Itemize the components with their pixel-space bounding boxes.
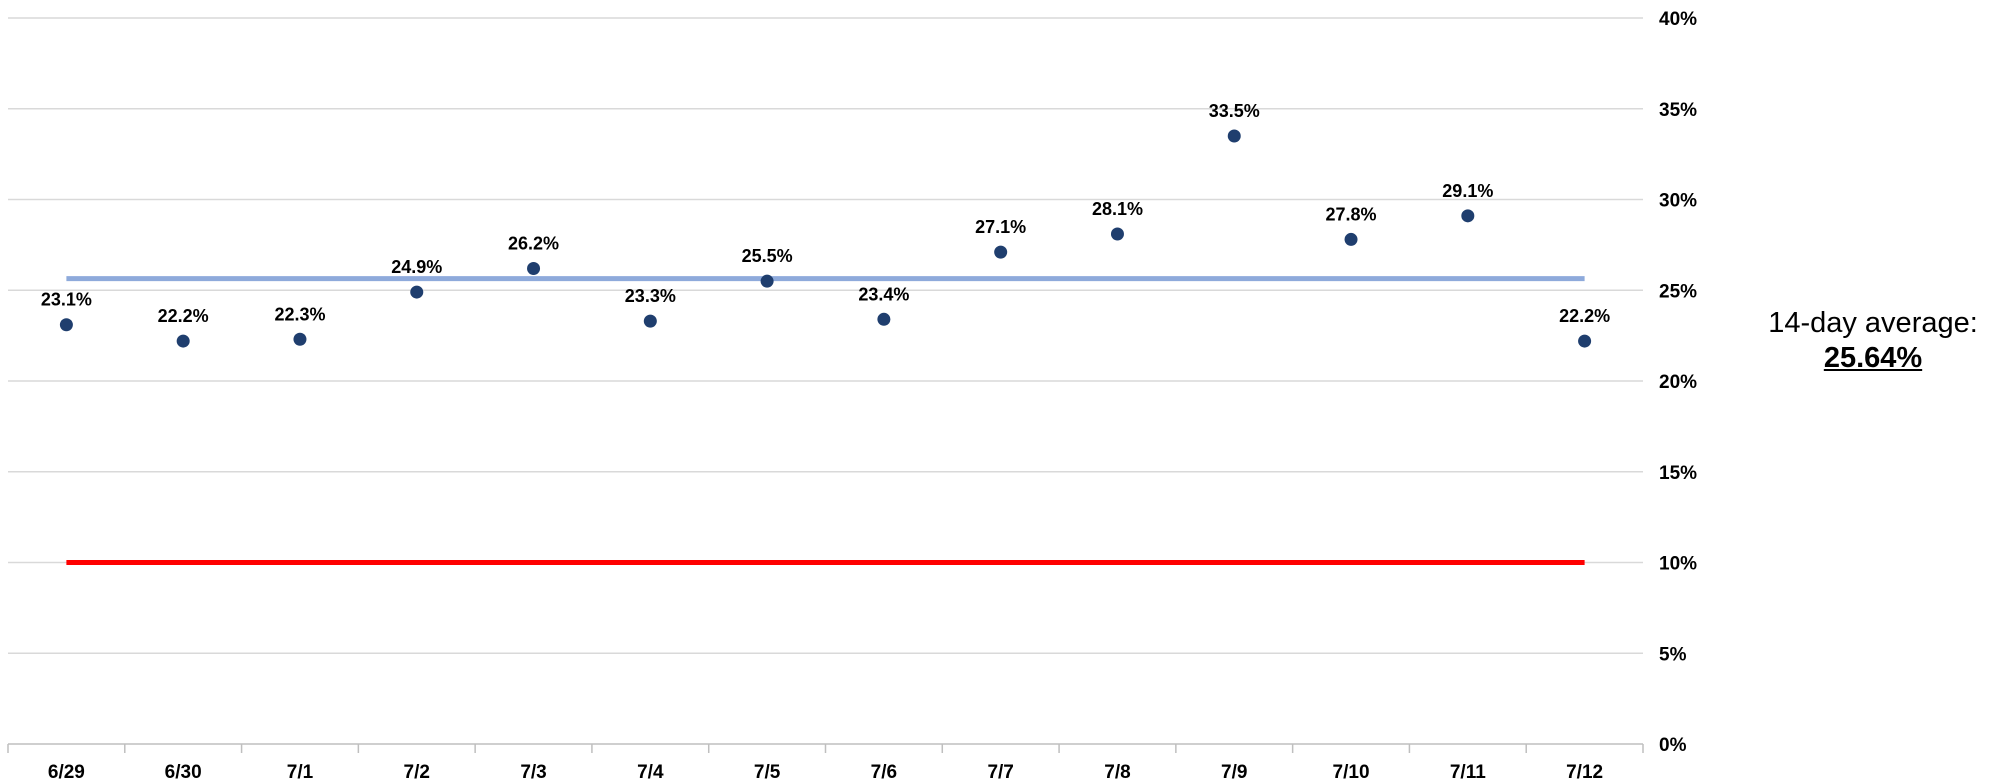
data-point — [994, 245, 1008, 259]
data-label: 23.1% — [41, 290, 92, 310]
data-point — [760, 274, 774, 288]
data-label: 22.2% — [1559, 306, 1610, 326]
data-point — [1461, 209, 1475, 223]
y-tick-label: 20% — [1659, 372, 1697, 393]
data-label: 27.8% — [1326, 204, 1377, 224]
data-point — [410, 285, 424, 299]
data-label: 28.1% — [1092, 199, 1143, 219]
x-tick-label: 6/29 — [48, 762, 85, 782]
x-tick-label: 7/4 — [637, 762, 664, 782]
data-label: 26.2% — [508, 233, 559, 253]
y-tick-label: 30% — [1659, 191, 1697, 212]
data-point — [293, 332, 307, 346]
average-label: 14-day average: — [1768, 307, 1978, 339]
data-label: 24.9% — [391, 257, 442, 277]
x-tick-label: 7/10 — [1333, 762, 1370, 782]
data-point — [1227, 129, 1241, 143]
x-tick-label: 6/30 — [165, 762, 202, 782]
data-point — [1344, 232, 1358, 246]
x-tick-label: 7/6 — [871, 762, 897, 782]
y-tick-label: 0% — [1659, 735, 1687, 756]
data-point — [1578, 334, 1592, 348]
x-tick-label: 7/1 — [287, 762, 314, 782]
data-label: 29.1% — [1442, 181, 1493, 201]
data-point — [643, 314, 657, 328]
x-tick-label: 7/12 — [1566, 762, 1603, 782]
data-label: 22.3% — [274, 304, 325, 324]
data-label: 27.1% — [975, 217, 1026, 237]
average-annotation: 14-day average: 25.64% — [1748, 306, 1998, 377]
data-label: 23.3% — [625, 286, 676, 306]
y-tick-label: 15% — [1659, 463, 1697, 484]
x-tick-label: 7/3 — [520, 762, 546, 782]
y-tick-label: 10% — [1659, 554, 1697, 575]
average-value: 25.64% — [1823, 342, 1923, 375]
data-point — [877, 312, 891, 326]
data-point — [1110, 227, 1124, 241]
x-tick-label: 7/11 — [1450, 762, 1486, 782]
data-label: 23.4% — [858, 284, 909, 304]
x-tick-label: 7/8 — [1104, 762, 1130, 782]
data-label: 25.5% — [742, 246, 793, 266]
data-point — [176, 334, 190, 348]
data-point — [527, 261, 541, 275]
x-tick-label: 7/7 — [987, 762, 1013, 782]
x-tick-label: 7/5 — [754, 762, 781, 782]
data-label: 22.2% — [158, 306, 209, 326]
y-tick-label: 25% — [1659, 281, 1697, 302]
y-tick-label: 35% — [1659, 100, 1697, 121]
x-tick-label: 7/2 — [404, 762, 430, 782]
x-tick-label: 7/9 — [1221, 762, 1247, 782]
y-tick-label: 5% — [1659, 644, 1687, 665]
data-point — [59, 318, 73, 332]
data-label: 33.5% — [1209, 101, 1260, 121]
y-tick-label: 40% — [1659, 9, 1697, 30]
